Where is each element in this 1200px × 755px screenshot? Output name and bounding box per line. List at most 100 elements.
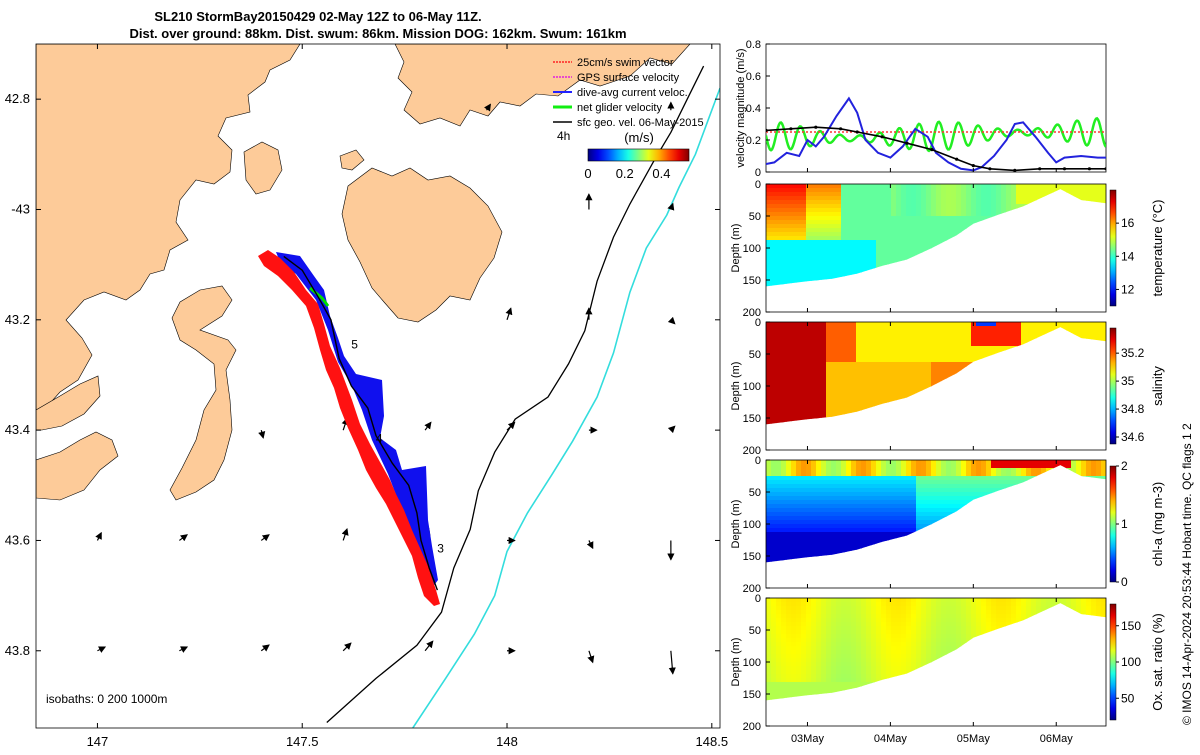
- section-cell: [776, 264, 782, 269]
- section-cell: [841, 228, 847, 233]
- section-cell: [801, 208, 807, 213]
- section-cell: [956, 220, 962, 225]
- section-cell: [901, 326, 907, 331]
- section-cell: [771, 346, 777, 351]
- section-cell: [871, 212, 877, 217]
- section-cell: [866, 264, 872, 269]
- geo-velocity-point: [905, 142, 908, 145]
- section-cell: [811, 378, 817, 383]
- section-y-tick-label: 50: [749, 349, 761, 361]
- section-cell: [806, 496, 812, 501]
- section-cell: [881, 236, 887, 241]
- section-cell: [866, 232, 872, 237]
- map-colorbar-tick-label: 0: [584, 166, 591, 181]
- section-cell: [851, 326, 857, 331]
- section-cell: [891, 208, 897, 213]
- section-cell: [876, 188, 882, 193]
- section-cell: [856, 390, 862, 395]
- section-cell: [841, 322, 847, 327]
- section-cell: [796, 228, 802, 233]
- section-cell: [856, 208, 862, 213]
- section-cell: [836, 220, 842, 225]
- section-cell: [881, 260, 887, 265]
- section-cell: [851, 240, 857, 245]
- section-cell: [991, 192, 997, 197]
- section-cell: [981, 330, 987, 335]
- section-cell: [781, 394, 787, 399]
- section-cell: [826, 334, 832, 339]
- section-cell: [886, 244, 892, 249]
- section-cell: [771, 252, 777, 257]
- section-cell: [771, 524, 777, 529]
- section-cell: [816, 472, 822, 477]
- section-cell: [811, 508, 817, 513]
- section-cell: [771, 338, 777, 343]
- section-cell: [811, 228, 817, 233]
- section-cell: [801, 192, 807, 197]
- section-cell: [821, 358, 827, 363]
- section-cell: [796, 188, 802, 193]
- section-cell: [826, 540, 832, 545]
- section-cell: [836, 338, 842, 343]
- section-cell: [946, 342, 952, 347]
- section-cell: [821, 188, 827, 193]
- section-cell: [806, 212, 812, 217]
- section-cell: [906, 362, 912, 367]
- section-cell: [836, 236, 842, 241]
- section-cell: [851, 386, 857, 391]
- section-cell: [921, 330, 927, 335]
- section-cell: [836, 398, 842, 403]
- section-cell: [851, 224, 857, 229]
- section-cell: [766, 196, 772, 201]
- section-cell: [806, 184, 812, 189]
- section-cell: [821, 200, 827, 205]
- section-cell: [826, 252, 832, 257]
- section-cell: [936, 362, 942, 367]
- section-cell: [886, 200, 892, 205]
- section-cell: [871, 256, 877, 261]
- section-cell: [811, 192, 817, 197]
- section-cell: [806, 374, 812, 379]
- section-cell: [811, 346, 817, 351]
- section-cell: [836, 196, 842, 201]
- section-cell: [776, 338, 782, 343]
- section-cell: [861, 382, 867, 387]
- section-cell: [811, 272, 817, 277]
- section-cell: [831, 492, 837, 497]
- section-cell: [841, 342, 847, 347]
- geo-velocity-point: [1088, 167, 1091, 170]
- section-cell: [781, 540, 787, 545]
- section-cell: [896, 378, 902, 383]
- section-cell: [791, 200, 797, 205]
- section-cell: [946, 358, 952, 363]
- section-cell: [866, 338, 872, 343]
- section-cell: [811, 516, 817, 521]
- section-cell: [816, 460, 822, 465]
- section-cell: [971, 200, 977, 205]
- section-cell: [851, 204, 857, 209]
- section-cell: [896, 196, 902, 201]
- section-cell: [886, 248, 892, 253]
- section-cell: [891, 236, 897, 241]
- section-cell: [766, 394, 772, 399]
- section-cell: [946, 212, 952, 217]
- section-cell: [766, 556, 772, 561]
- section-cell: [986, 184, 992, 189]
- section-cell: [786, 268, 792, 273]
- section-cell: [1021, 338, 1027, 343]
- geo-velocity-point: [814, 126, 817, 129]
- section-cell: [826, 326, 832, 331]
- section-cell: [836, 208, 842, 213]
- section-cell: [1091, 188, 1097, 193]
- section-cell: [816, 516, 822, 521]
- section-cell: [906, 192, 912, 197]
- section-cell: [801, 500, 807, 505]
- section-cell: [891, 196, 897, 201]
- section-cell: [911, 366, 917, 371]
- section-cell: [866, 390, 872, 395]
- section-cell: [861, 322, 867, 327]
- section-cell: [831, 496, 837, 501]
- section-cell: [806, 536, 812, 541]
- section-cell: [941, 374, 947, 379]
